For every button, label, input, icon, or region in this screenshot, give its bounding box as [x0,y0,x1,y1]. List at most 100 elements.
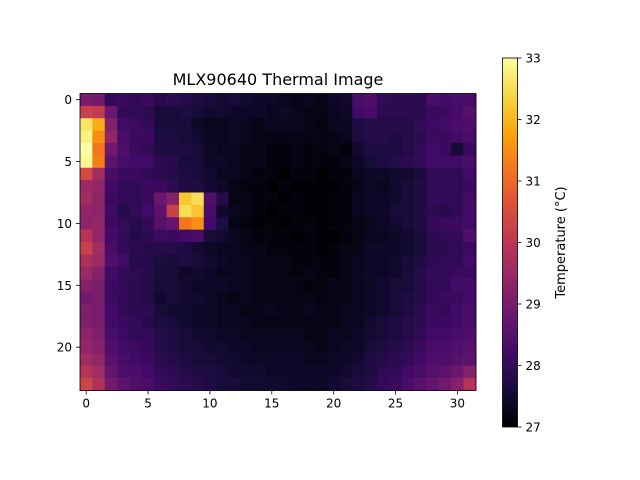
heatmap-cell [389,353,403,367]
heatmap-cell [240,378,254,391]
heatmap-cell [129,341,143,354]
heatmap-cell [203,254,217,268]
heatmap-cell [154,316,167,329]
heatmap-cell [339,130,353,144]
heatmap-cell [426,365,440,379]
heatmap-cell [228,180,242,193]
heatmap-cell [265,242,279,255]
heatmap-cell [129,266,143,280]
heatmap-cell [253,143,266,156]
heatmap-cell [438,118,452,131]
heatmap-cell [327,118,341,131]
heatmap-cell [278,93,291,107]
heatmap-cell [426,204,440,218]
heatmap-cell [166,254,180,268]
heatmap-cell [438,93,452,107]
x-axis: 0 5 10 15 20 25 30 [82,390,465,411]
heatmap-cell [327,204,341,218]
heatmap-cell [352,130,365,144]
heatmap-cell [414,93,427,107]
heatmap-cell [104,279,118,292]
heatmap-cell [92,291,106,305]
heatmap-cell [154,217,167,230]
heatmap-cell [315,341,328,354]
heatmap-cell [141,93,155,107]
heatmap-cell [414,378,427,391]
heatmap-cell [451,303,464,317]
heatmap-cell [240,229,254,243]
heatmap-cell [141,266,155,280]
heatmap-cell [129,192,143,206]
heatmap-cell [414,118,427,131]
heatmap-cell [228,93,242,107]
heatmap-cell [315,217,328,230]
heatmap-cell [302,118,316,131]
heatmap-cell [426,105,440,119]
heatmap-cell [191,242,205,255]
heatmap-cell [352,229,365,243]
heatmap-cell [203,316,217,329]
heatmap-cell [141,192,155,206]
heatmap-cell [352,143,365,156]
heatmap-cell [290,266,304,280]
heatmap-cell [426,167,440,181]
heatmap-cell [278,242,291,255]
heatmap-cell [203,328,217,342]
heatmap-cell [426,217,440,230]
heatmap-cell [364,328,378,342]
heatmap-cell [179,328,192,342]
heatmap-cell [129,316,143,329]
heatmap-cell [377,180,390,193]
heatmap-cell [216,266,229,280]
heatmap-cell [290,105,304,119]
heatmap-cell [179,155,192,169]
heatmap-cell [104,105,118,119]
heatmap-cell [203,192,217,206]
heatmap-cell [364,155,378,169]
heatmap-cell [315,118,328,131]
heatmap-cell [352,105,365,119]
heatmap-cell [129,204,143,218]
heatmap-cell [240,341,254,354]
heatmap-cell [463,266,477,280]
heatmap-cell [191,204,205,218]
heatmap-cell [389,155,403,169]
heatmap-cell [228,341,242,354]
heatmap-cell [364,341,378,354]
heatmap-cell [364,316,378,329]
heatmap-cell [141,328,155,342]
heatmap-cell [389,316,403,329]
heatmap-cell [179,93,192,107]
heatmap-cell [191,143,205,156]
heatmap-cell [92,118,106,131]
heatmap-cell [377,155,390,169]
heatmap-cell [216,229,229,243]
heatmap-cell [364,303,378,317]
heatmap-cell [414,279,427,292]
heatmap-cell [265,204,279,218]
heatmap-cell [203,204,217,218]
heatmap-cell [265,143,279,156]
heatmap-cell [352,192,365,206]
heatmap-cell [278,365,291,379]
heatmap-cell [166,328,180,342]
heatmap-cell [426,254,440,268]
heatmap-cell [438,204,452,218]
heatmap-cell [302,180,316,193]
heatmap-cell [438,167,452,181]
heatmap-cell [401,365,415,379]
heatmap-cell [327,217,341,230]
heatmap-cell [438,180,452,193]
heatmap-cell [426,155,440,169]
heatmap-cell [104,353,118,367]
heatmap-cell [166,180,180,193]
heatmap-cell [290,217,304,230]
heatmap-cell [265,155,279,169]
heatmap-cell [203,217,217,230]
heatmap-cell [315,316,328,329]
heatmap-cell [463,242,477,255]
heatmap-cell [401,254,415,268]
heatmap-cell [240,254,254,268]
heatmap-cell [92,143,106,156]
heatmap-cell [265,93,279,107]
